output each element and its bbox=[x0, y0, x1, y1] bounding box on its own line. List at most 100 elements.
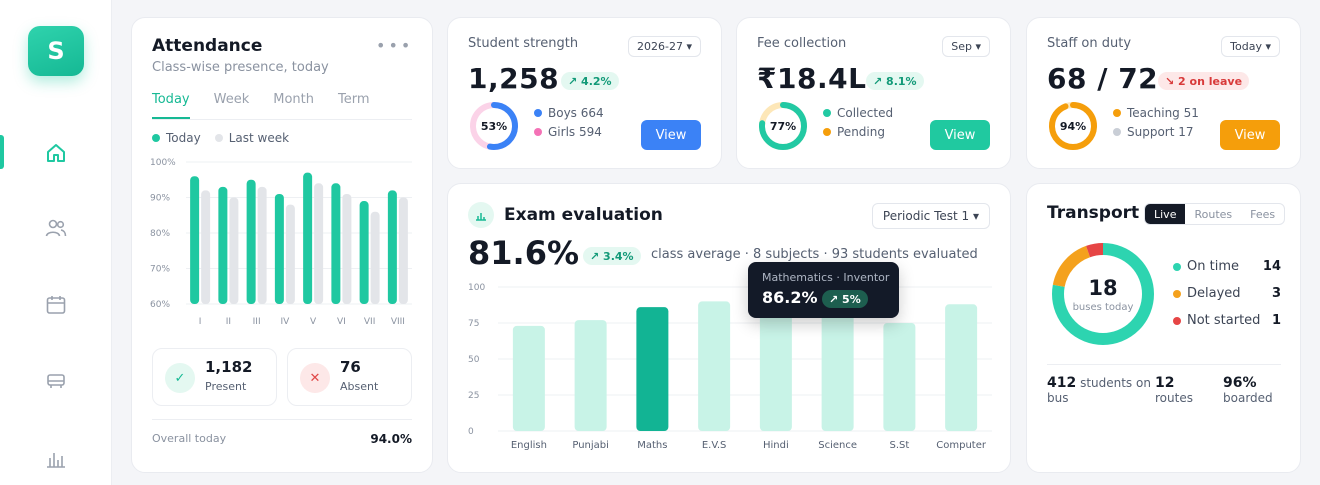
tooltip-badge: ↗ 5% bbox=[822, 290, 868, 308]
app-logo[interactable]: S bbox=[28, 26, 84, 76]
bar-last-week[interactable] bbox=[285, 204, 295, 304]
tab-today[interactable]: Today bbox=[152, 92, 190, 119]
bar-english[interactable] bbox=[512, 325, 545, 431]
bar-today[interactable] bbox=[218, 186, 228, 304]
overall-value: 94.0% bbox=[370, 432, 412, 446]
staff-on-duty-card: Staff on duty Today ▾ 68 / 72 ↘ 2 on lea… bbox=[1026, 17, 1301, 169]
absent-stat: ✕ 76 Absent bbox=[287, 348, 412, 406]
legend-not-started: Not started 1 bbox=[1173, 313, 1281, 328]
bar-sst[interactable] bbox=[883, 323, 916, 431]
buses-count: 18 bbox=[1088, 275, 1118, 300]
routes-stat: 12 routes bbox=[1155, 375, 1193, 406]
present-label: Present bbox=[205, 380, 247, 393]
y-tick-label: 100 bbox=[468, 283, 485, 293]
legend-dot-last-week bbox=[214, 134, 223, 142]
tab-fees[interactable]: Fees bbox=[1250, 207, 1276, 221]
y-tick-label: 0 bbox=[468, 427, 474, 437]
attendance-subtitle: Class-wise presence, today bbox=[152, 60, 329, 75]
bus-icon[interactable] bbox=[43, 368, 69, 394]
bar-last-week[interactable] bbox=[398, 197, 408, 305]
y-tick-label: 50 bbox=[468, 355, 480, 365]
calendar-icon[interactable] bbox=[43, 292, 69, 318]
close-icon: ✕ bbox=[300, 363, 330, 393]
view-button[interactable]: View bbox=[641, 120, 701, 150]
bar-last-week[interactable] bbox=[370, 211, 380, 304]
bar-last-week[interactable] bbox=[342, 193, 352, 304]
bar-today[interactable] bbox=[359, 201, 369, 304]
home-icon[interactable] bbox=[43, 140, 69, 166]
tooltip-subtitle: Mathematics · Inventor bbox=[762, 271, 890, 284]
bar-maths[interactable] bbox=[636, 307, 669, 431]
bar-last-week[interactable] bbox=[229, 197, 239, 305]
tab-month[interactable]: Month bbox=[273, 92, 314, 107]
nav-active-indicator bbox=[0, 135, 4, 169]
bar-today[interactable] bbox=[387, 190, 397, 304]
bar-today[interactable] bbox=[331, 183, 341, 304]
bar-science[interactable] bbox=[821, 312, 854, 431]
tab-week[interactable]: Week bbox=[213, 92, 250, 107]
bar-hindi[interactable] bbox=[759, 308, 792, 431]
staff-ring bbox=[1049, 102, 1097, 150]
legend-delayed: Delayed 3 bbox=[1173, 286, 1281, 301]
more-options-icon[interactable]: ••• bbox=[376, 36, 414, 55]
tab-term[interactable]: Term bbox=[337, 92, 370, 107]
y-tick-label: 100% bbox=[150, 158, 176, 168]
bar-today[interactable] bbox=[246, 179, 256, 304]
fee-collection-card: Fee collection Sep ▾ ₹18.4L ↗ 8.1% 77% C… bbox=[736, 17, 1011, 169]
x-tick-label: VIII bbox=[391, 317, 405, 327]
transport-title: Transport bbox=[1047, 203, 1140, 223]
year-select[interactable]: 2026-27 ▾ bbox=[628, 36, 701, 57]
x-tick-label: IV bbox=[280, 317, 290, 327]
attendance-tabs: Today Week Month Term bbox=[152, 92, 412, 120]
bar-last-week[interactable] bbox=[314, 183, 324, 304]
legend-support: Support 17 bbox=[1113, 125, 1194, 139]
x-tick-label: E.V.S bbox=[702, 440, 727, 451]
exam-description: class average · 8 subjects · 93 students… bbox=[651, 247, 978, 262]
kpi-title: Student strength bbox=[468, 36, 579, 51]
view-button[interactable]: View bbox=[930, 120, 990, 150]
tab-routes[interactable]: Routes bbox=[1194, 207, 1233, 221]
ring-label: 77% bbox=[769, 119, 797, 133]
x-tick-label: VII bbox=[364, 317, 375, 327]
x-tick-label: Science bbox=[818, 440, 857, 451]
bar-last-week[interactable] bbox=[257, 186, 267, 304]
tab-live[interactable]: Live bbox=[1145, 204, 1186, 224]
exam-title: Exam evaluation bbox=[504, 205, 663, 225]
legend-boys: Boys 664 bbox=[534, 106, 604, 120]
trend-badge: ↗ 4.2% bbox=[561, 72, 619, 90]
bar-punjabi[interactable] bbox=[574, 320, 607, 431]
bar-today[interactable] bbox=[190, 176, 200, 304]
legend-dot-today bbox=[152, 134, 160, 142]
attendance-title: Attendance bbox=[152, 36, 263, 56]
y-tick-label: 70% bbox=[150, 265, 170, 275]
legend-last-week: Last week bbox=[228, 131, 290, 145]
bar-today[interactable] bbox=[274, 193, 284, 304]
month-select[interactable]: Sep ▾ bbox=[942, 36, 990, 57]
bar-computer[interactable] bbox=[945, 304, 978, 431]
y-tick-label: 25 bbox=[468, 391, 479, 401]
legend-today: Today bbox=[166, 131, 201, 145]
y-tick-label: 90% bbox=[150, 194, 170, 204]
day-select[interactable]: Today ▾ bbox=[1221, 36, 1280, 57]
users-icon[interactable] bbox=[43, 215, 69, 241]
attendance-chart: 100%90%80%70%60%I II III IV V VI VII VIII bbox=[150, 158, 412, 327]
x-tick-label: Punjabi bbox=[572, 440, 609, 451]
leave-badge: ↘ 2 on leave bbox=[1158, 72, 1250, 90]
legend-pending: Pending bbox=[823, 125, 885, 139]
bar-chart-icon[interactable] bbox=[43, 446, 69, 472]
x-tick-label: V bbox=[310, 317, 317, 327]
bar-last-week[interactable] bbox=[201, 190, 211, 304]
bar-evs[interactable] bbox=[698, 301, 731, 431]
test-select[interactable]: Periodic Test 1 ▾ bbox=[871, 203, 990, 229]
bar-chart-icon bbox=[468, 202, 494, 228]
absent-label: Absent bbox=[340, 380, 379, 393]
donut-segment bbox=[1052, 243, 1154, 345]
donut-center: 18 buses today bbox=[1049, 240, 1157, 348]
overall-label: Overall today bbox=[152, 432, 227, 445]
kpi-value: ₹18.4L bbox=[757, 62, 867, 95]
buses-label: buses today bbox=[1072, 301, 1134, 313]
bar-today[interactable] bbox=[303, 172, 313, 304]
ring-label: 53% bbox=[480, 119, 508, 133]
y-tick-label: 60% bbox=[150, 300, 170, 310]
view-button[interactable]: View bbox=[1220, 120, 1280, 150]
